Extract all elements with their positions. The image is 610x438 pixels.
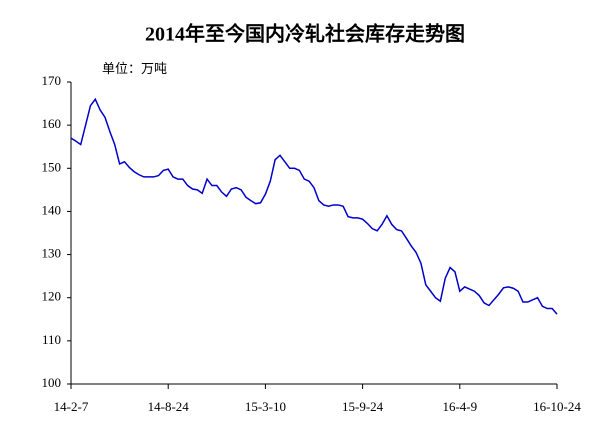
x-tick-label: 14-8-24 bbox=[148, 399, 190, 414]
y-tick-label: 130 bbox=[42, 246, 62, 261]
x-tick-label: 16-10-24 bbox=[533, 399, 581, 414]
y-tick-label: 170 bbox=[42, 73, 62, 88]
data-line bbox=[70, 97, 558, 315]
y-tick-label: 140 bbox=[42, 202, 62, 217]
y-tick-label: 100 bbox=[42, 375, 62, 390]
x-tick-label: 14-2-7 bbox=[54, 399, 89, 414]
x-tick-label: 15-3-10 bbox=[245, 399, 286, 414]
y-tick-label: 120 bbox=[42, 289, 62, 304]
x-tick-label: 16-4-9 bbox=[442, 399, 477, 414]
unit-label: 单位：万吨 bbox=[102, 61, 167, 76]
x-tick-label: 15-9-24 bbox=[342, 399, 384, 414]
chart-title: 2014年至今国内冷轧社会库存走势图 bbox=[145, 22, 465, 46]
y-tick-label: 150 bbox=[42, 159, 62, 174]
y-tick-label: 110 bbox=[42, 332, 61, 347]
y-tick-label: 160 bbox=[42, 116, 62, 131]
